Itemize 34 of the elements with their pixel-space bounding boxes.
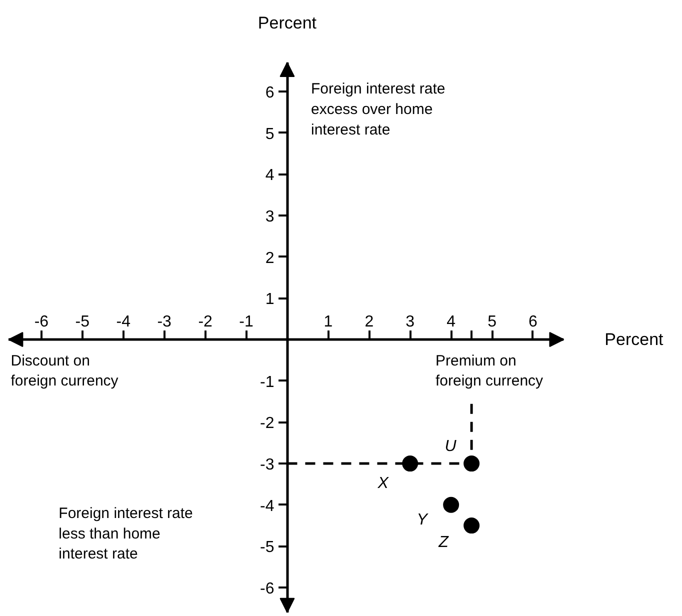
y-tick-label: -4 xyxy=(260,498,274,515)
y-axis-title: Percent xyxy=(258,14,317,33)
x-tick-label: 2 xyxy=(364,314,374,331)
y-tick-label: -6 xyxy=(260,580,274,598)
annotation: Premium on foreign currency xyxy=(436,352,544,390)
y-tick-label: 6 xyxy=(265,84,274,102)
y-tick-label: 1 xyxy=(265,291,274,308)
annotation: Foreign interest rate less than home interest rate xyxy=(58,504,193,563)
x-tick-label: -3 xyxy=(157,314,172,331)
y-tick-label: 2 xyxy=(265,250,274,267)
x-tick-label: 3 xyxy=(406,314,415,331)
x-tick-label: -2 xyxy=(198,314,213,331)
data-label: Y xyxy=(416,511,429,528)
annotation: Discount on foreign currency xyxy=(10,352,119,390)
y-tick-label: -1 xyxy=(260,374,274,391)
x-axis-title: Percent xyxy=(604,330,664,350)
x-tick-label: 6 xyxy=(528,314,538,331)
data-label: U xyxy=(444,438,457,456)
x-tick-label: -4 xyxy=(116,314,131,331)
x-tick-label: 1 xyxy=(324,314,333,331)
x-tick-label: -5 xyxy=(75,314,90,331)
y-tick-label: 5 xyxy=(265,126,274,143)
y-tick-label: -5 xyxy=(260,539,274,556)
data-label: X xyxy=(376,475,390,492)
x-tick-label: 5 xyxy=(488,314,497,331)
annotation: Foreign interest rate excess over home interest rate xyxy=(310,80,446,139)
y-tick-label: -2 xyxy=(260,415,274,432)
y-tick-label: -3 xyxy=(260,456,274,474)
data-label: Z xyxy=(438,534,450,552)
x-tick-label: 4 xyxy=(446,314,456,331)
y-tick-label: 3 xyxy=(265,208,274,226)
x-tick-label: -6 xyxy=(34,314,49,331)
x-tick-label: -1 xyxy=(239,314,254,331)
y-tick-label: 4 xyxy=(265,167,274,184)
